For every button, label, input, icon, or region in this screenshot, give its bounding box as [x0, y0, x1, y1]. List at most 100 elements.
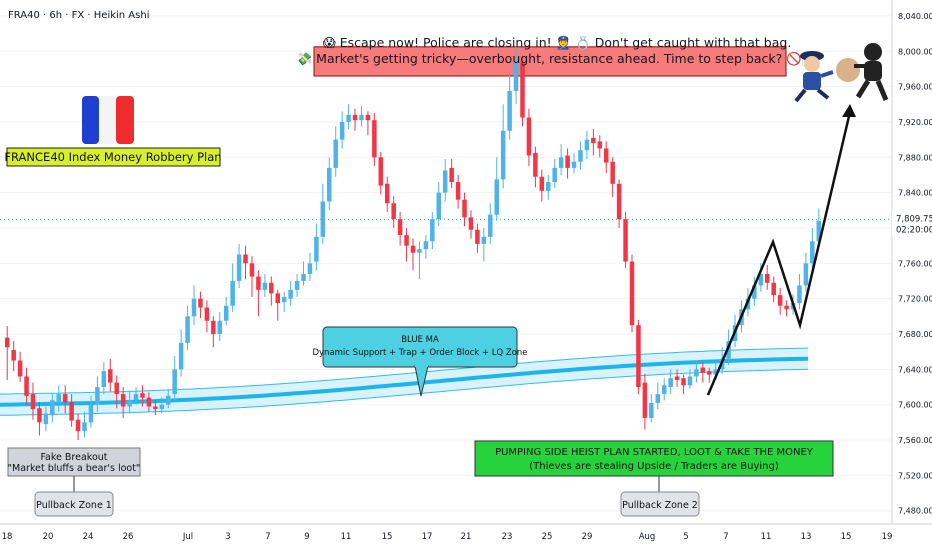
time-tick-label: 23: [502, 532, 513, 542]
candle-body: [758, 273, 764, 286]
candle-body: [165, 395, 171, 405]
time-tick-label: 9: [304, 532, 309, 542]
candle-body: [275, 293, 280, 304]
candle-body: [339, 121, 345, 140]
time-tick-label: Aug: [639, 532, 656, 542]
candle-body: [449, 167, 454, 183]
time-tick-label: 19: [882, 532, 893, 542]
heist-callout: PUMPING SIDE HEIST PLAN STARTED, LOOT & …: [474, 440, 834, 492]
candle-body: [694, 369, 699, 377]
blue-ma-subtitle: Dynamic Support + Trap + Order Block + L…: [312, 348, 527, 358]
price-tick-label: 7,680.00: [898, 330, 932, 339]
candle-body: [352, 114, 358, 121]
candle-body: [507, 91, 512, 131]
candle-body: [410, 245, 416, 253]
price-tick-label: 7,600.00: [898, 401, 932, 410]
candle-body: [494, 179, 499, 215]
candle-body: [30, 394, 36, 410]
candle-body: [320, 201, 326, 237]
time-tick-label: 26: [123, 532, 134, 542]
candle-body: [436, 192, 442, 220]
candle-body: [404, 235, 409, 246]
candle-body: [230, 280, 235, 306]
time-tick-label: 18: [2, 532, 13, 542]
candle-body: [223, 305, 229, 321]
time-tick-label: 25: [542, 532, 553, 542]
price-tick-label: 7,520.00: [898, 471, 932, 480]
candle-body: [69, 402, 74, 421]
candle-body: [784, 305, 789, 310]
candle-body: [307, 263, 313, 274]
price-tick-label: 7,560.00: [898, 436, 932, 445]
candle-body: [24, 376, 29, 396]
candle-body: [552, 167, 557, 183]
candle-body: [43, 413, 49, 425]
candle-body: [674, 376, 680, 380]
candle-body: [616, 183, 622, 220]
banner-line-2: 💸 Market's getting tricky—overbought, re…: [297, 51, 818, 66]
candle-body: [397, 219, 403, 236]
candle-body: [655, 394, 661, 403]
candle-body: [623, 219, 628, 262]
price-tick-label: 7,960.00: [898, 83, 932, 92]
price-tick-label: 7,640.00: [898, 365, 932, 374]
time-tick-label: 21: [461, 532, 472, 542]
candle-body: [249, 263, 255, 277]
candle-body: [468, 217, 474, 230]
france-flag-icon: [82, 96, 134, 144]
candle-body: [314, 236, 319, 262]
candle-body: [88, 404, 94, 423]
candle-body: [114, 382, 119, 395]
last-price-countdown: 02:20:00: [896, 225, 932, 235]
time-tick-label: 15: [841, 532, 852, 542]
candle-body: [378, 157, 384, 186]
fake-breakout-subtitle: "Market bluffs a bear's loot": [8, 463, 141, 474]
candle-body: [681, 378, 686, 386]
candle-body: [146, 397, 152, 407]
price-axis: 7,480.00 7,520.00 7,560.00 7,600.00 7,640.00…: [898, 12, 932, 516]
candle-body: [803, 263, 809, 286]
candle-body: [56, 394, 62, 403]
ma-lower-line: [0, 368, 809, 416]
candle-body: [62, 394, 68, 403]
price-tick-label: 7,920.00: [898, 118, 932, 127]
candle-body: [11, 349, 16, 361]
candle-body: [95, 387, 100, 405]
candle-body: [256, 276, 261, 290]
candle-body: [159, 404, 165, 410]
projection-path: [706, 111, 852, 396]
candle-body: [700, 367, 706, 373]
candle-body: [661, 385, 667, 395]
candle-body: [546, 182, 551, 191]
symbol-title[interactable]: FRA40 · 6h · FX · Heikin Ashi: [8, 10, 149, 21]
candle-body: [262, 282, 268, 290]
plan-title: FRANCE40 Index Money Robbery Plan: [4, 150, 221, 164]
candle-body: [333, 139, 338, 168]
candle-body: [365, 114, 371, 121]
candle-body: [777, 295, 783, 306]
time-tick-label: 20: [43, 532, 54, 542]
candle-body: [120, 394, 126, 407]
time-tick-label: 3: [225, 532, 230, 542]
candle-body: [642, 382, 648, 418]
candle-body: [430, 219, 435, 242]
candle-body: [764, 273, 770, 283]
candle-body: [4, 337, 10, 348]
candle-body: [281, 296, 287, 303]
resistance-zone: [313, 46, 787, 77]
candle-body: [82, 422, 87, 432]
time-tick-label: 15: [382, 532, 393, 542]
candle-body: [668, 378, 673, 388]
candle-body: [442, 170, 448, 193]
candle-body: [726, 341, 731, 359]
price-tick-label: 8,000.00: [898, 47, 932, 56]
candle-body: [455, 182, 461, 200]
police-icon: [794, 51, 834, 103]
thief-icon: [836, 43, 889, 101]
candle-body: [269, 282, 274, 294]
candle-body: [294, 280, 300, 290]
candle-body: [578, 150, 583, 162]
candle-body: [236, 254, 242, 281]
time-tick-label: Jul: [182, 532, 193, 542]
